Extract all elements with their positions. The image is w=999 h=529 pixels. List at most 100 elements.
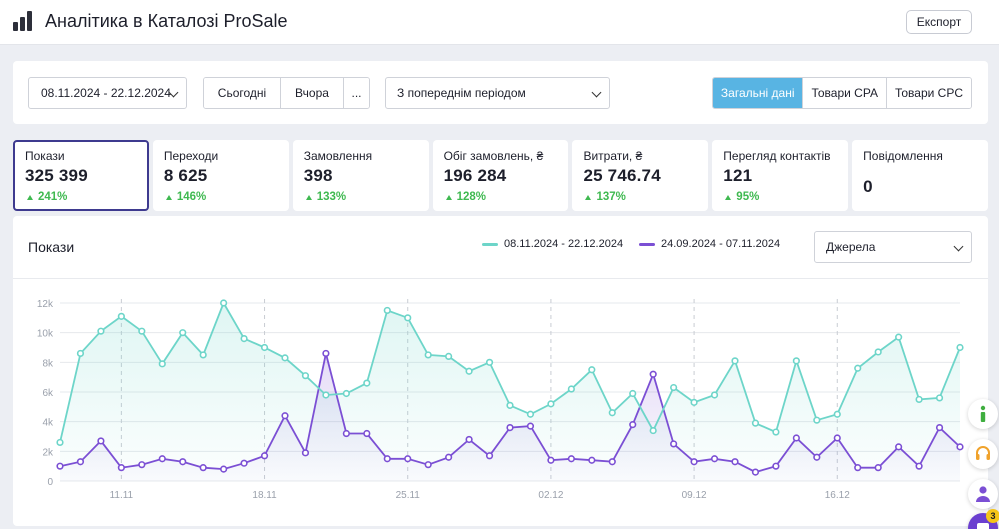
current-period-point[interactable] <box>260 343 269 352</box>
previous-period-point[interactable] <box>567 455 575 463</box>
previous-period-point[interactable] <box>199 464 207 472</box>
previous-period-point[interactable] <box>260 452 269 460</box>
previous-period-point[interactable] <box>731 458 739 466</box>
current-period-point[interactable] <box>465 367 473 375</box>
previous-period-point[interactable] <box>792 434 800 442</box>
current-period-point[interactable] <box>404 314 412 322</box>
more-periods-button[interactable]: ... <box>344 78 369 108</box>
current-period-point[interactable] <box>179 329 187 337</box>
export-button[interactable]: Експорт <box>906 10 972 34</box>
current-period-point[interactable] <box>649 426 657 435</box>
current-period-point[interactable] <box>240 334 248 343</box>
current-period-point[interactable] <box>874 348 882 356</box>
previous-period-point[interactable] <box>445 453 453 461</box>
current-period-point[interactable] <box>935 394 944 402</box>
previous-period-point[interactable] <box>97 437 105 445</box>
previous-period-point[interactable] <box>424 461 432 469</box>
kpi-card-contact-views[interactable]: Перегляд контактів 121 95% <box>712 140 849 211</box>
previous-period-point[interactable] <box>342 429 350 438</box>
current-period-point[interactable] <box>56 438 64 447</box>
current-period-point[interactable] <box>731 357 739 365</box>
current-period-point[interactable] <box>526 410 535 418</box>
previous-period-point[interactable] <box>588 456 596 464</box>
current-period-point[interactable] <box>97 327 105 335</box>
previous-period-point[interactable] <box>833 434 841 442</box>
previous-period-point[interactable] <box>670 440 678 448</box>
previous-period-point[interactable] <box>281 412 289 420</box>
current-period-point[interactable] <box>138 327 146 335</box>
previous-period-point[interactable] <box>506 424 514 432</box>
chat-float-button[interactable]: 3 <box>968 509 999 529</box>
previous-period-point[interactable] <box>813 453 821 461</box>
previous-period-point[interactable] <box>485 452 494 460</box>
current-period-point[interactable] <box>342 389 350 398</box>
current-period-point[interactable] <box>772 428 780 436</box>
current-period-point[interactable] <box>915 395 923 404</box>
account-float-button[interactable] <box>968 479 998 509</box>
tab-cpc[interactable]: Товари CPC <box>885 78 971 108</box>
previous-period-point[interactable] <box>649 370 657 378</box>
current-period-point[interactable] <box>608 409 616 417</box>
previous-period-point[interactable] <box>895 443 903 451</box>
yesterday-button[interactable]: Вчора <box>281 78 344 108</box>
previous-period-point[interactable] <box>56 462 64 470</box>
current-period-point[interactable] <box>956 343 964 352</box>
kpi-card-messages[interactable]: Повідомлення 0 <box>852 140 989 211</box>
previous-period-point[interactable] <box>710 455 719 463</box>
kpi-card-expenses[interactable]: Витрати, ₴ 25 746.74 137% <box>572 140 709 211</box>
current-period-point[interactable] <box>76 349 85 358</box>
previous-period-point[interactable] <box>547 456 555 464</box>
date-range-select[interactable]: 08.11.2024 - 22.12.2024 <box>28 77 187 109</box>
current-period-point[interactable] <box>751 419 760 427</box>
previous-period-point[interactable] <box>158 455 166 463</box>
previous-period-point[interactable] <box>751 468 760 476</box>
current-period-point[interactable] <box>322 391 330 399</box>
previous-period-point[interactable] <box>301 449 310 457</box>
source-select[interactable]: Джерела <box>814 231 972 263</box>
previous-period-point[interactable] <box>526 422 535 430</box>
kpi-card-turnover[interactable]: Обіг замовлень, ₴ 196 284 128% <box>432 140 569 211</box>
current-period-point[interactable] <box>281 354 289 362</box>
previous-period-point[interactable] <box>179 458 187 466</box>
previous-period-point[interactable] <box>874 464 882 472</box>
previous-period-point[interactable] <box>138 461 146 469</box>
support-float-button[interactable] <box>968 439 998 469</box>
current-period-point[interactable] <box>670 383 678 392</box>
current-period-point[interactable] <box>547 400 555 408</box>
current-period-point[interactable] <box>445 352 453 360</box>
current-period-point[interactable] <box>383 306 391 315</box>
previous-period-point[interactable] <box>608 458 616 466</box>
current-period-point[interactable] <box>588 366 596 374</box>
legend-current[interactable]: 08.11.2024 - 22.12.2024 <box>482 238 623 250</box>
previous-period-point[interactable] <box>117 464 125 472</box>
previous-period-point[interactable] <box>935 424 944 432</box>
compare-period-select[interactable]: З попереднім періодом <box>385 77 610 109</box>
current-period-point[interactable] <box>792 357 800 365</box>
tab-general[interactable]: Загальні дані <box>712 78 803 108</box>
previous-period-point[interactable] <box>465 435 473 444</box>
kpi-card-impressions[interactable]: Покази 325 399 241% <box>13 140 149 211</box>
legend-previous[interactable]: 24.09.2024 - 07.11.2024 <box>639 238 780 250</box>
current-period-point[interactable] <box>567 385 575 393</box>
previous-period-point[interactable] <box>76 458 85 466</box>
current-period-point[interactable] <box>363 379 371 387</box>
previous-period-point[interactable] <box>956 443 964 451</box>
previous-period-point[interactable] <box>854 464 862 472</box>
current-period-point[interactable] <box>833 410 841 418</box>
tab-cpa[interactable]: Товари CPA <box>802 78 886 108</box>
previous-period-point[interactable] <box>629 421 637 429</box>
previous-period-point[interactable] <box>772 462 780 470</box>
today-button[interactable]: Сьогодні <box>204 78 281 108</box>
current-period-point[interactable] <box>485 358 494 366</box>
current-period-point[interactable] <box>158 360 166 368</box>
previous-period-point[interactable] <box>915 462 923 470</box>
current-period-point[interactable] <box>424 351 432 359</box>
current-period-point[interactable] <box>710 391 719 399</box>
current-period-point[interactable] <box>199 351 207 359</box>
current-period-point[interactable] <box>117 312 125 320</box>
current-period-point[interactable] <box>895 333 903 341</box>
previous-period-point[interactable] <box>322 349 330 358</box>
kpi-card-orders[interactable]: Замовлення 398 133% <box>292 140 429 211</box>
current-period-point[interactable] <box>813 416 821 424</box>
current-period-point[interactable] <box>301 372 310 380</box>
